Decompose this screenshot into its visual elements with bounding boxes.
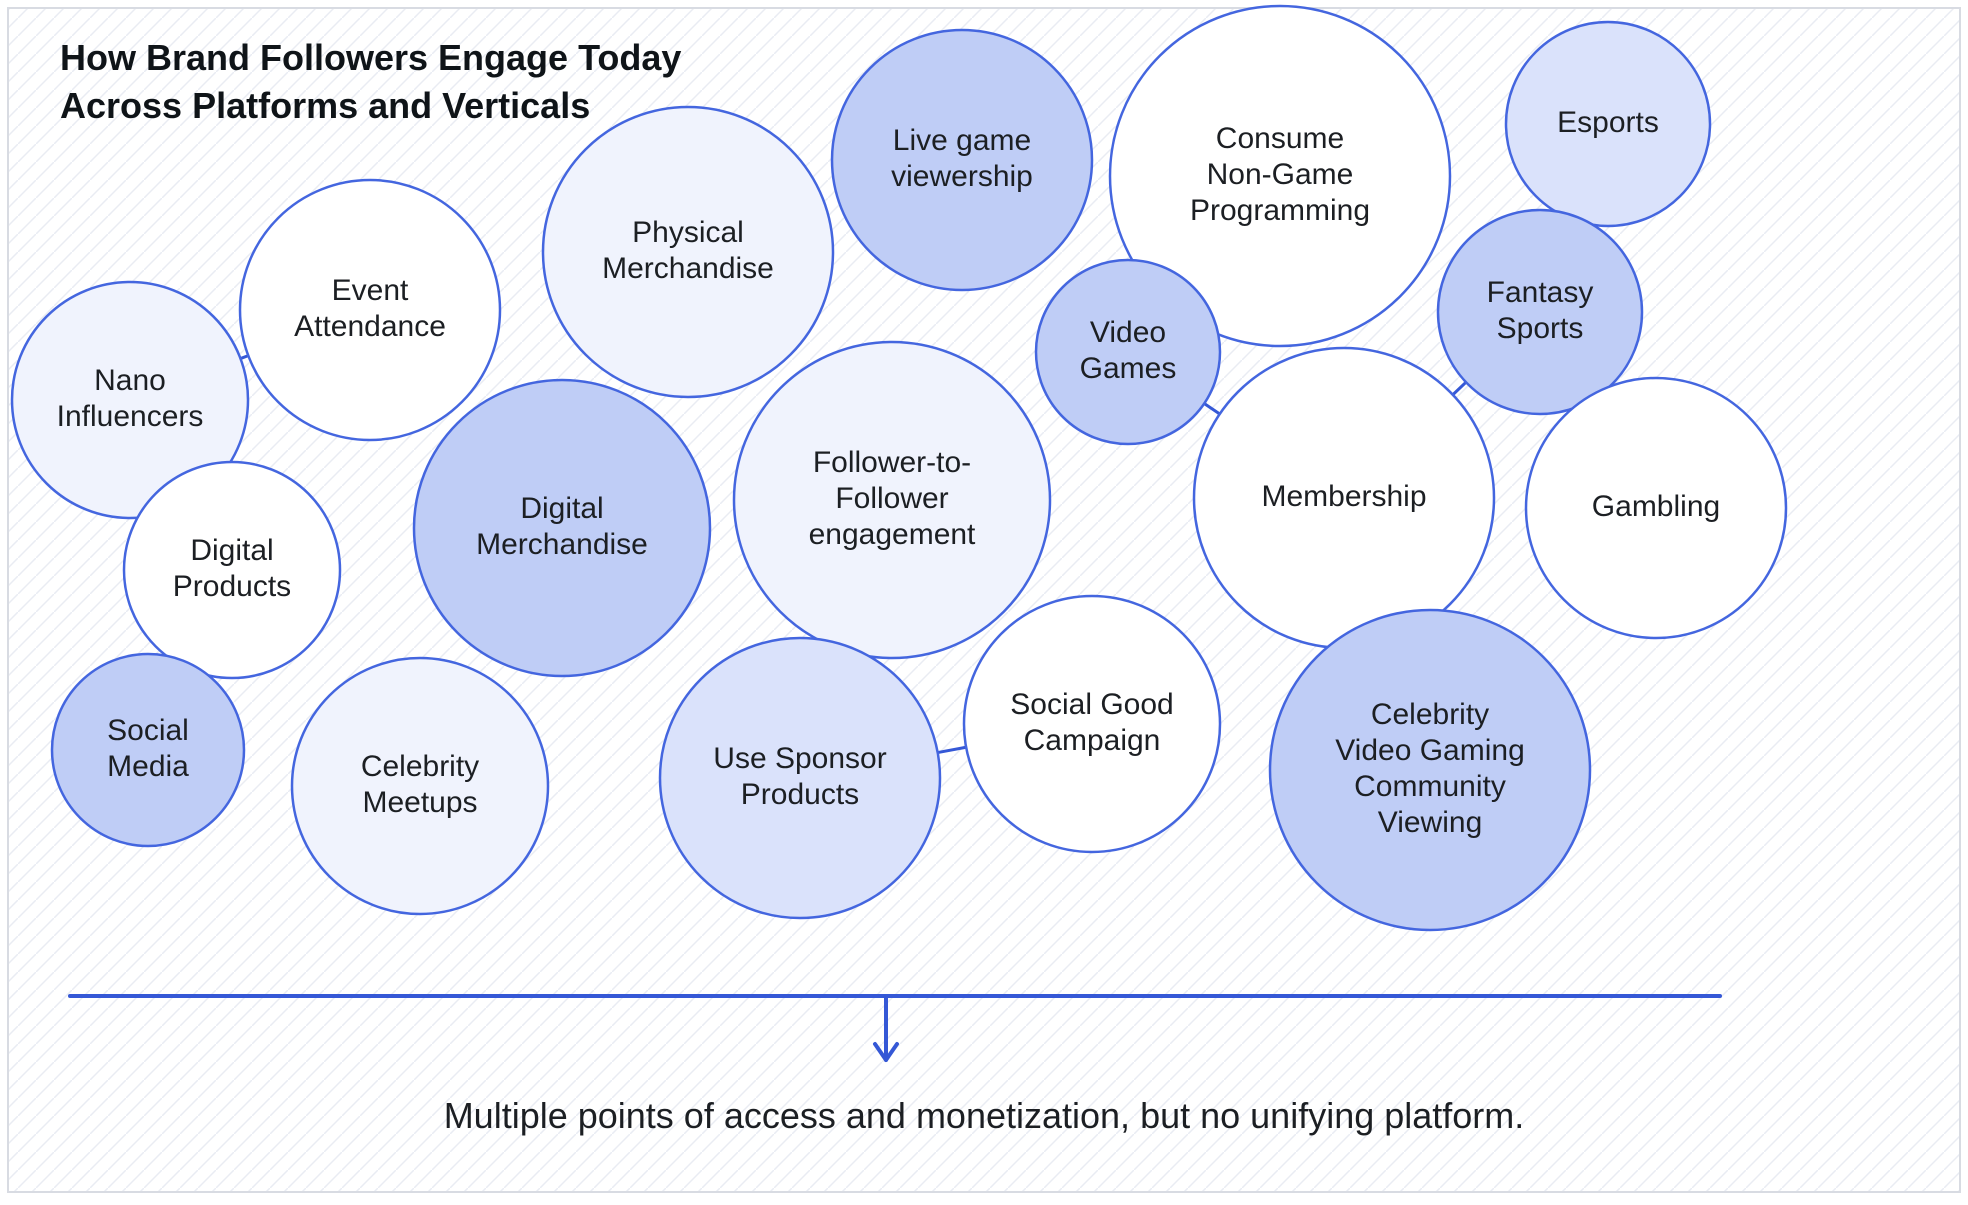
bubble-nano-label: Influencers: [57, 400, 204, 433]
bubble-sponsor: Use SponsorProducts: [660, 638, 940, 918]
bubble-sponsor-label: Use Sponsor: [713, 742, 886, 775]
bubble-physmerch-label: Physical: [632, 216, 744, 249]
bubble-nano-label: Nano: [94, 364, 166, 397]
bubble-livegame-label: viewership: [891, 160, 1033, 193]
bubble-nongame-label: Programming: [1190, 194, 1370, 227]
bubble-celebgame-label: Viewing: [1378, 806, 1483, 839]
bubble-livegame: Live gameviewership: [832, 30, 1092, 290]
bubble-physmerch: PhysicalMerchandise: [543, 107, 833, 397]
bubble-celebgame-label: Video Gaming: [1335, 734, 1525, 767]
bubble-f2f-label: Follower-to-: [813, 446, 971, 479]
bubble-digprod-label: Digital: [190, 534, 273, 567]
bubble-esports-label: Esports: [1557, 106, 1659, 139]
bubble-nongame-label: Consume: [1216, 122, 1344, 155]
diagram-title-line: How Brand Followers Engage Today: [60, 37, 681, 78]
bubble-event: EventAttendance: [240, 180, 500, 440]
bubble-social-label: Social: [107, 714, 189, 747]
bubble-digmerch-label: Digital: [520, 492, 603, 525]
bubble-socialgood: Social GoodCampaign: [964, 596, 1220, 852]
bubble-vgames: VideoGames: [1036, 260, 1220, 444]
bubble-socialgood-label: Social Good: [1010, 688, 1173, 721]
bubble-fantasy-label: Fantasy: [1487, 276, 1594, 309]
bubble-social-label: Media: [107, 750, 189, 783]
bubble-f2f: Follower-to-Followerengagement: [734, 342, 1050, 658]
bubble-membership: Membership: [1194, 348, 1494, 648]
bubble-esports: Esports: [1506, 22, 1710, 226]
bubble-physmerch-label: Merchandise: [602, 252, 774, 285]
bubble-socialgood-label: Campaign: [1024, 724, 1161, 757]
bubble-social: SocialMedia: [52, 654, 244, 846]
bubble-celebgame-label: Community: [1354, 770, 1506, 803]
bubble-celebgame-label: Celebrity: [1371, 698, 1489, 731]
bubble-digprod-label: Products: [173, 570, 291, 603]
bubble-celebmeet: CelebrityMeetups: [292, 658, 548, 914]
bubble-celebmeet-label: Celebrity: [361, 750, 479, 783]
bubble-event-label: Attendance: [294, 310, 446, 343]
bubble-digprod: DigitalProducts: [124, 462, 340, 678]
diagram-caption: Multiple points of access and monetizati…: [444, 1095, 1525, 1136]
diagram-title-line: Across Platforms and Verticals: [60, 85, 590, 126]
bubble-vgames-label: Video: [1090, 316, 1166, 349]
bubble-sponsor-label: Products: [741, 778, 859, 811]
bubble-fantasy: FantasySports: [1438, 210, 1642, 414]
bubble-digmerch-label: Merchandise: [476, 528, 648, 561]
bubble-celebmeet-label: Meetups: [362, 786, 477, 819]
bubble-gambling: Gambling: [1526, 378, 1786, 638]
bubble-f2f-label: engagement: [809, 518, 976, 551]
bubble-livegame-label: Live game: [893, 124, 1031, 157]
bubble-celebgame: CelebrityVideo GamingCommunityViewing: [1270, 610, 1590, 930]
bubble-event-label: Event: [332, 274, 409, 307]
bubble-membership-label: Membership: [1261, 480, 1426, 513]
bubble-f2f-label: Follower: [835, 482, 948, 515]
bubble-nongame-label: Non-Game: [1207, 158, 1354, 191]
bubble-digmerch: DigitalMerchandise: [414, 380, 710, 676]
engagement-bubble-diagram: How Brand Followers Engage Today Across P…: [0, 0, 1968, 1200]
bubble-gambling-label: Gambling: [1592, 490, 1720, 523]
bubble-vgames-label: Games: [1080, 352, 1177, 385]
bubble-fantasy-label: Sports: [1497, 312, 1584, 345]
